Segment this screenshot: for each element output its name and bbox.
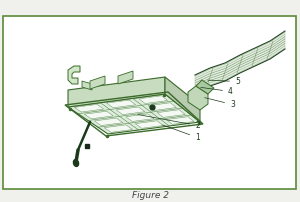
Polygon shape [68,66,80,84]
Text: 2: 2 [138,115,200,130]
Bar [3,16,296,189]
Text: 3: 3 [205,98,235,109]
Polygon shape [188,86,208,110]
Text: 1: 1 [163,125,200,142]
Polygon shape [90,76,105,89]
Polygon shape [107,100,136,108]
Text: 5: 5 [208,77,240,86]
Polygon shape [126,114,154,121]
Polygon shape [68,77,165,107]
Polygon shape [118,71,133,84]
Polygon shape [148,103,176,110]
Polygon shape [135,121,163,128]
Polygon shape [94,118,123,126]
Polygon shape [82,81,92,90]
Polygon shape [195,31,285,93]
Polygon shape [116,107,145,115]
Polygon shape [84,111,113,119]
Polygon shape [165,77,200,122]
Text: 4: 4 [201,87,233,96]
Ellipse shape [74,160,79,166]
Polygon shape [68,94,200,134]
Polygon shape [104,125,133,132]
Polygon shape [157,110,185,117]
Text: Figure 2: Figure 2 [131,191,169,201]
Polygon shape [139,96,168,103]
Polygon shape [196,80,214,94]
Polygon shape [166,117,194,124]
Polygon shape [74,104,104,112]
